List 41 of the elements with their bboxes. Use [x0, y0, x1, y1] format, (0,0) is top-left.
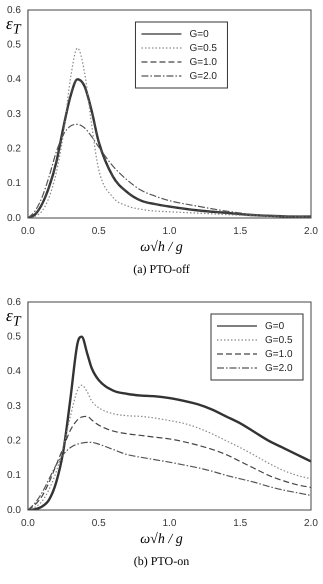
- y-tick-label: 0.6: [6, 4, 22, 16]
- x-tick-label: 0.0: [20, 518, 36, 529]
- legend-label: G=1.0: [189, 56, 218, 68]
- y-tick-label: 0.2: [6, 143, 22, 154]
- text: (a) PTO-off: [132, 262, 191, 277]
- y-tick-label: 0.2: [6, 435, 22, 446]
- legend-label: G=0: [189, 28, 210, 40]
- y-tick-label: 0.3: [6, 400, 22, 412]
- y-tick-label: 0.5: [6, 39, 22, 50]
- y-tick-label: 0.6: [6, 296, 22, 308]
- x-tick-label: 1.5: [233, 226, 248, 237]
- x-axis-title: ω√h / g: [139, 532, 184, 549]
- y-tick-label: 0.4: [6, 74, 22, 86]
- x-axis-title: ω√h / g: [139, 240, 184, 257]
- y-tick-label: 0.0: [6, 504, 22, 516]
- y-axis-title: ε$_{T}$: [6, 14, 21, 38]
- y-tick-label: 0.5: [6, 331, 22, 342]
- line-series: [28, 335, 311, 510]
- legend-label: G=1.0: [265, 348, 293, 360]
- x-tick-label: 0.5: [92, 226, 106, 237]
- legend-label: G=0.5: [265, 334, 293, 346]
- line-series: [28, 124, 311, 218]
- x-tick-label: 0.5: [92, 518, 106, 529]
- x-tick-label: 1.5: [233, 518, 248, 529]
- y-tick-label: 0.0: [6, 212, 22, 224]
- y-tick-label: 0.3: [6, 108, 22, 120]
- line-series: [28, 442, 311, 510]
- y-tick-label: 0.1: [6, 470, 22, 482]
- x-tick-label: 1.0: [162, 226, 177, 237]
- legend-label: G=2.0: [189, 70, 218, 82]
- x-tick-label: 1.0: [162, 518, 177, 529]
- y-axis-title: ε$_{T}$: [6, 306, 21, 330]
- x-tick-label: 0.0: [20, 226, 36, 237]
- y-tick-label: 0.1: [6, 178, 22, 190]
- legend-label: G=2.0: [265, 362, 293, 374]
- y-tick-label: 0.4: [6, 366, 22, 378]
- text: (b) PTO-on: [132, 554, 190, 569]
- x-tick-label: 2.0: [304, 518, 318, 529]
- x-tick-label: 2.0: [304, 226, 318, 237]
- legend-label: G=0.5: [189, 42, 218, 54]
- legend-label: G=0: [265, 320, 285, 332]
